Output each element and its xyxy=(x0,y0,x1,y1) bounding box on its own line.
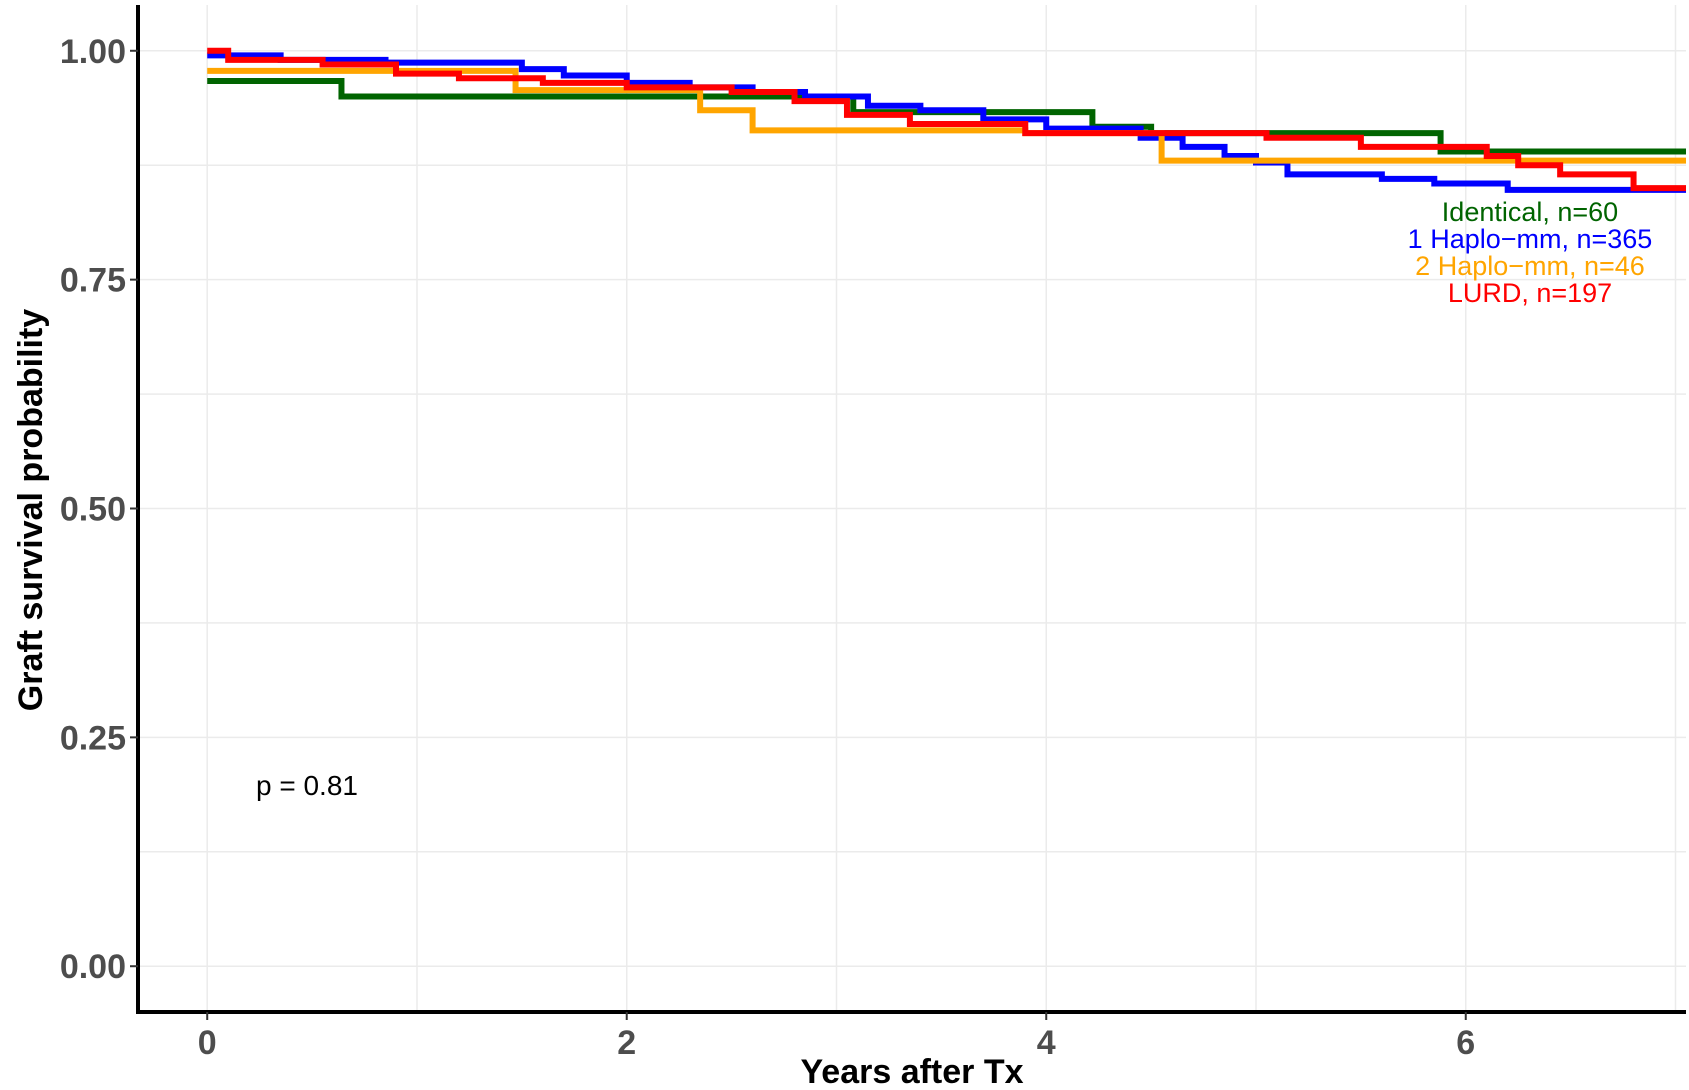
x-tick-label: 6 xyxy=(1456,1024,1475,1062)
grid xyxy=(138,5,1686,1012)
survival-curve-series-2 xyxy=(207,67,1686,164)
survival-curve-series-1 xyxy=(207,52,1686,193)
ticks: 0.00 0.25 0.50 0.75 1.00 0 2 4 6 xyxy=(60,33,1475,1062)
x-axis-title: Years after Tx xyxy=(800,1053,1023,1090)
x-tick-label: 4 xyxy=(1037,1024,1056,1062)
y-tick-label: 0.00 xyxy=(60,948,126,986)
survival-curve-series-0 xyxy=(207,77,1686,155)
survival-curves xyxy=(207,47,1686,193)
legend: Identical, n=60 1 Haplo−mm, n=365 2 Hapl… xyxy=(1408,197,1653,308)
legend-entry-2-haplo-mm: 2 Haplo−mm, n=46 xyxy=(1415,251,1645,281)
y-tick-label: 1.00 xyxy=(60,33,126,71)
y-tick-label: 0.50 xyxy=(60,491,126,529)
legend-entry-identical: Identical, n=60 xyxy=(1442,197,1618,227)
legend-entry-lurd: LURD, n=197 xyxy=(1448,278,1612,308)
axes xyxy=(136,5,1686,1014)
y-tick-label: 0.75 xyxy=(60,262,126,300)
p-value-annotation: p = 0.81 xyxy=(256,770,358,801)
y-axis-title: Graft survival probability xyxy=(12,309,50,712)
survival-curve-series-3 xyxy=(207,47,1686,192)
legend-entry-1-haplo-mm: 1 Haplo−mm, n=365 xyxy=(1408,224,1653,254)
y-tick-label: 0.25 xyxy=(60,719,126,757)
x-tick-label: 2 xyxy=(617,1024,636,1062)
x-tick-label: 0 xyxy=(198,1024,217,1062)
